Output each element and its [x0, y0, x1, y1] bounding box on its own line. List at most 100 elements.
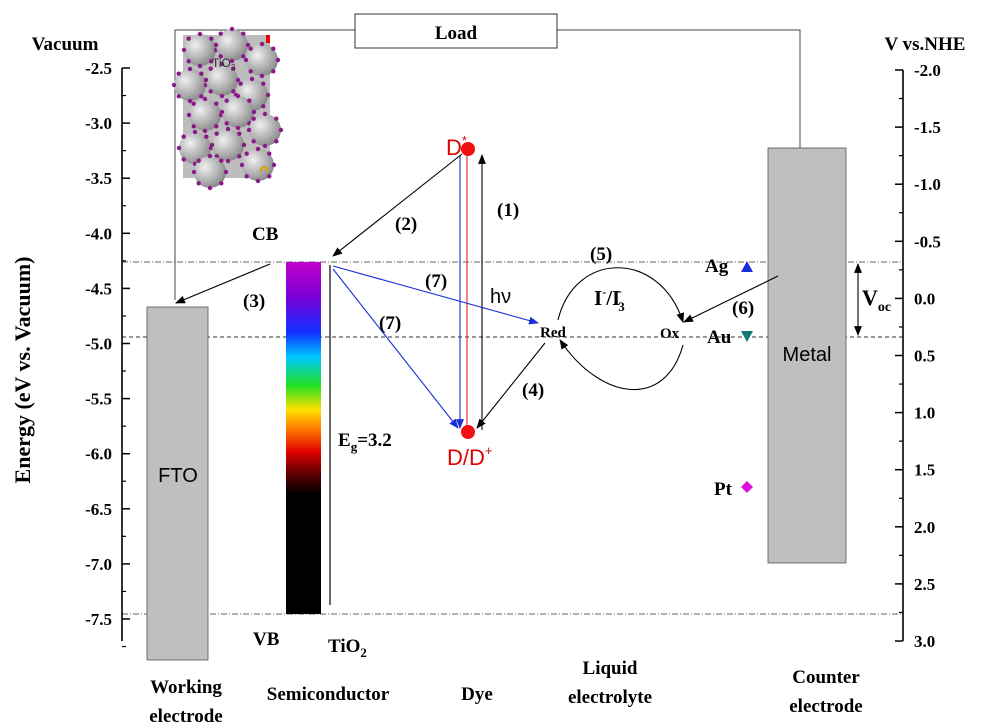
dye-dot	[214, 131, 218, 135]
dye-dot	[172, 83, 176, 87]
fto-label: FTO	[158, 465, 198, 487]
left-tick-label: -6.0	[85, 445, 112, 464]
dye-dot	[251, 116, 255, 120]
footer-label: Semiconductor	[267, 684, 390, 705]
dye-dot	[187, 113, 191, 117]
dye-dot	[244, 151, 248, 155]
dye-dot	[250, 77, 254, 81]
right-tick-label: 2.5	[914, 575, 935, 594]
pt-label: Pt	[714, 479, 733, 500]
dye-dot	[241, 31, 245, 35]
tio2-label: TiO2	[328, 636, 367, 660]
left-tick-label: -7.5	[85, 610, 112, 629]
ground-state	[461, 425, 475, 439]
dye-dot	[219, 158, 223, 162]
dye-dot	[236, 126, 240, 130]
step-label: (6)	[732, 298, 754, 319]
footer-label: electrode	[789, 696, 863, 717]
dye-dot	[274, 139, 278, 143]
dye-dot	[263, 112, 267, 116]
dye-dot	[247, 128, 251, 132]
dye-dot	[252, 110, 256, 114]
dye-dot	[256, 147, 260, 151]
footer-label: electrolyte	[568, 687, 652, 708]
cb-label: CB	[252, 224, 279, 245]
d-star-sup: *	[462, 133, 467, 148]
dye-dot	[224, 121, 228, 125]
dye-dot	[192, 170, 196, 174]
dye-dot	[224, 98, 228, 102]
dye-dot	[203, 97, 207, 101]
dye-dot	[181, 134, 185, 138]
dye-dot	[177, 146, 181, 150]
step-label: (7)	[425, 271, 447, 292]
dye-dot	[276, 58, 280, 62]
dye-dot	[267, 174, 271, 178]
dye-dot	[199, 71, 203, 75]
left-tick-label: -4.0	[85, 224, 112, 243]
tio2-inset: TiO2	[172, 27, 283, 190]
reduction-arrow	[684, 276, 778, 322]
right-tick-label: -1.5	[914, 118, 941, 137]
dye-dot	[241, 54, 245, 58]
voc-sub: oc	[878, 300, 891, 315]
dye-dot	[196, 181, 200, 185]
dye-dot	[224, 170, 228, 174]
right-tick-label: 3.0	[914, 632, 935, 651]
diffusion-arrow-bottom	[560, 340, 683, 390]
dye-dot	[256, 179, 260, 183]
dye-dot	[209, 36, 213, 40]
dye-dot	[188, 99, 192, 103]
redox-b-sub: 3	[618, 299, 625, 314]
dye-dot	[218, 31, 222, 35]
dye-dot	[182, 48, 186, 52]
redox-couple: I-/I3-	[594, 284, 625, 314]
dye-dot	[247, 98, 251, 102]
dye-dot	[198, 32, 202, 36]
semiconductor-band	[286, 262, 321, 614]
left-tick-label: -3.5	[85, 169, 112, 188]
vb-label: VB	[253, 629, 280, 650]
load-label: Load	[435, 23, 478, 44]
dye-dot	[237, 154, 241, 158]
dye-dot	[226, 127, 230, 131]
dye-dot	[214, 43, 218, 47]
step-label: (2)	[395, 214, 417, 235]
dye-dot	[191, 124, 195, 128]
right-tick-label: 1.5	[914, 461, 935, 480]
dye-dot	[271, 46, 275, 50]
dye-dot	[261, 104, 265, 108]
dye-dot	[236, 78, 240, 82]
dye-dot	[203, 129, 207, 133]
step-label: (5)	[590, 244, 612, 265]
inset-sub: 2	[231, 63, 236, 72]
voc-label: Voc	[862, 285, 891, 315]
dye-dot	[214, 101, 218, 105]
recombination-dye	[333, 269, 458, 428]
redox-b-sup: -	[618, 284, 622, 298]
step-label: (3)	[243, 291, 265, 312]
dye-dot	[226, 159, 230, 163]
dye-dot	[176, 71, 180, 75]
right-tick-label: 1.0	[914, 404, 935, 423]
dye-dot	[208, 186, 212, 190]
step-label: (4)	[522, 380, 544, 401]
voc-base: V	[862, 285, 878, 310]
redox-a: I	[594, 286, 602, 310]
left-header: Vacuum	[32, 34, 99, 55]
right-tick-label: 0.0	[914, 289, 935, 308]
d-ground-label: D/D+	[447, 443, 492, 470]
dye-dot	[272, 163, 276, 167]
ox-label: Ox	[660, 326, 680, 342]
dye-dot	[244, 58, 248, 62]
eg-value: =3.2	[357, 430, 392, 451]
left-axis-title: Energy (eV vs. Vacuum)	[10, 257, 35, 484]
dye-dot	[176, 94, 180, 98]
inset-label: TiO	[212, 56, 231, 70]
footer-label: Dye	[461, 684, 493, 705]
left-tick-label: -3.0	[85, 114, 112, 133]
dye-dot	[244, 174, 248, 178]
dye-dot	[199, 94, 203, 98]
dye-dot	[208, 89, 212, 93]
left-tick-label: -5.0	[85, 335, 112, 354]
